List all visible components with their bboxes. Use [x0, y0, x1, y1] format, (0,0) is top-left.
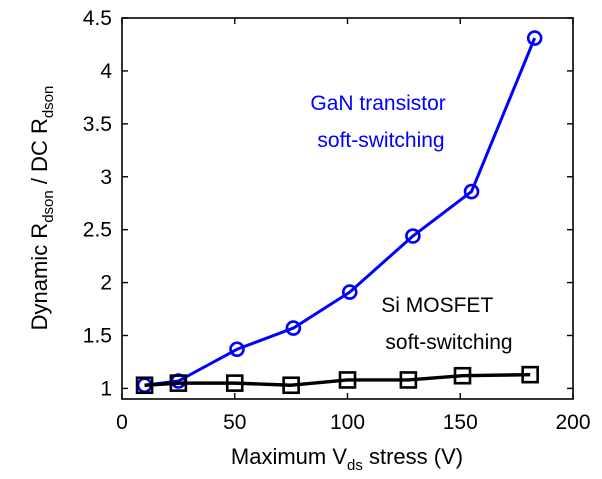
gan-annotation: GaN transistor soft-switching [310, 92, 451, 152]
y-tick-label: 3.5 [83, 113, 112, 136]
si-point [521, 365, 539, 384]
y-tick-label: 4 [100, 60, 112, 83]
x-tick-label: 100 [330, 411, 365, 434]
x-tick-label: 150 [443, 411, 478, 434]
y-tick-labels: 1 1.5 2 2.5 3 3.5 4 4.5 [83, 7, 113, 400]
si-point [338, 371, 357, 389]
si-point [135, 376, 154, 395]
x-axis-label: Maximum Vds stress (V) [231, 444, 463, 474]
si-series [135, 365, 539, 395]
si-line [144, 372, 531, 387]
gan-point [463, 183, 480, 200]
y-tick-label: 1.5 [83, 325, 112, 348]
gan-point [285, 320, 302, 336]
gan-point [229, 341, 245, 358]
y-tick-label: 2 [100, 272, 112, 295]
si-point [225, 374, 244, 392]
x-tick-label: 0 [116, 411, 128, 434]
gan-point [405, 228, 421, 244]
gan-line [144, 37, 537, 387]
x-tick-label: 50 [223, 411, 246, 434]
si-point [169, 374, 188, 392]
gan-point [341, 284, 358, 300]
y-axis-label: Dynamic Rdson / DC Rdson [27, 86, 57, 331]
y-tick-label: 2.5 [83, 219, 112, 242]
y-tick-label: 4.5 [83, 7, 112, 30]
gan-point [526, 30, 543, 46]
axis-ticks [121, 17, 574, 399]
x-tick-labels: 0 50 100 150 200 [116, 411, 590, 434]
x-tick-label: 200 [555, 411, 590, 434]
si-annotation: Si MOSFET soft-switching [381, 294, 512, 354]
series-layer [135, 30, 543, 395]
plot-area-frame [121, 17, 574, 400]
si-point [282, 376, 300, 395]
y-tick-label: 3 [100, 166, 112, 189]
y-tick-label: 1 [100, 377, 112, 400]
si-point [399, 371, 418, 389]
si-point [453, 366, 472, 385]
